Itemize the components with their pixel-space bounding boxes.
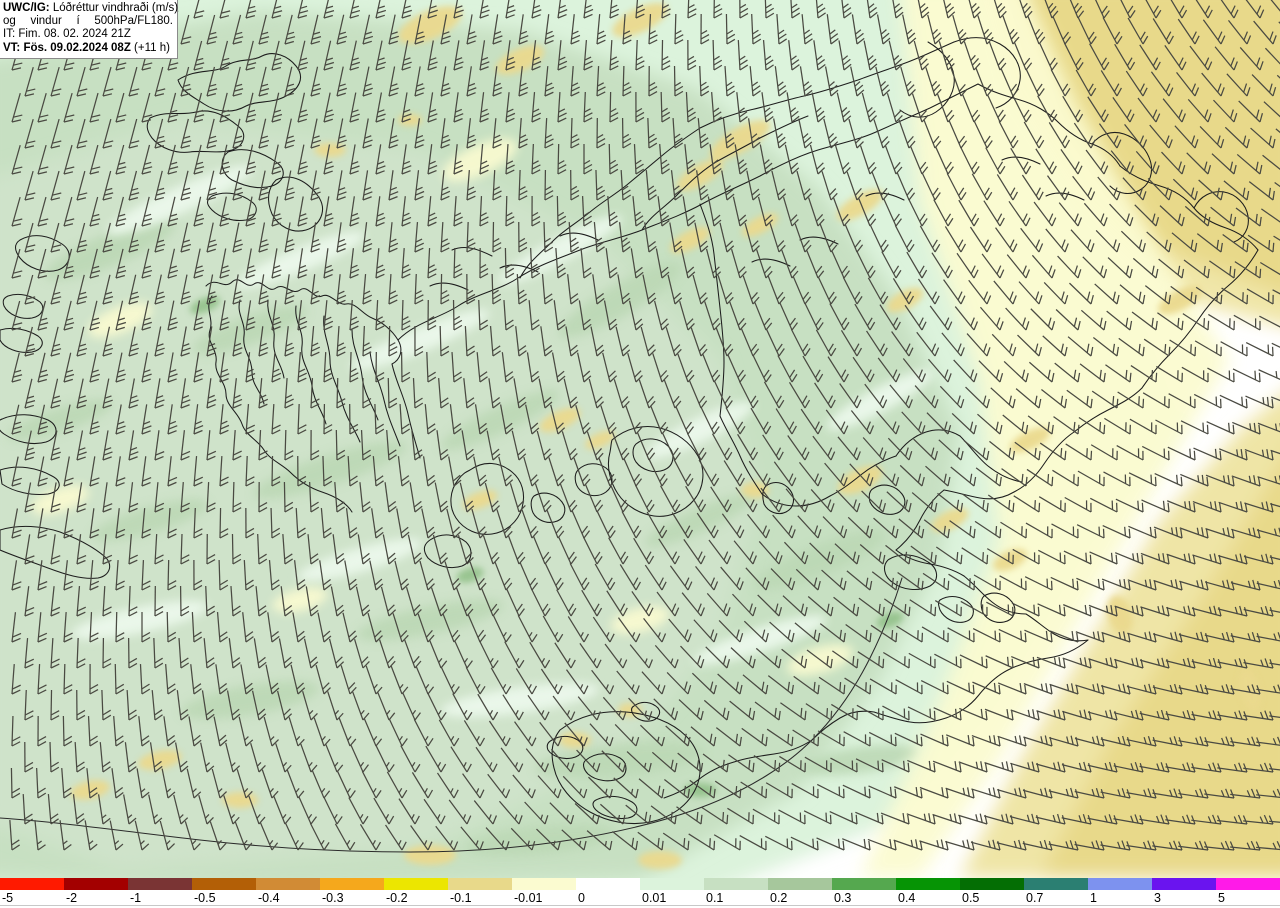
legend-line-valid: VT: Fös. 09.02.2024 08Z (+11 h)	[3, 42, 174, 55]
colorbar-band	[960, 878, 1024, 890]
colorbar-tick: 0.1	[706, 891, 724, 905]
legend-line-level: og vindur í 500hPa/FL180.	[3, 15, 173, 28]
colorbar-band	[384, 878, 448, 890]
colorbar-band	[512, 878, 576, 890]
colorbar-band	[832, 878, 896, 890]
legend-info-box: UWC/IG: Lóðréttur vindhraði (m/s) og vin…	[0, 0, 178, 59]
colorbar-band	[0, 878, 64, 890]
legend-line-variable: UWC/IG: Lóðréttur vindhraði (m/s)	[3, 2, 178, 15]
colorbar-tick: 0.7	[1026, 891, 1044, 905]
colorbar-tick: 0.5	[962, 891, 980, 905]
colorbar-tick: -0.4	[258, 891, 280, 905]
colorbar-tick: -0.01	[514, 891, 543, 905]
colorbar-tick: 0.3	[834, 891, 852, 905]
map-canvas[interactable]: UWC/IG: Lóðréttur vindhraði (m/s) og vin…	[0, 0, 1280, 878]
colorbar-tick: -0.2	[386, 891, 408, 905]
colorbar-band	[1024, 878, 1088, 890]
colorbar-band	[128, 878, 192, 890]
colorbar-band	[448, 878, 512, 890]
legend-variable-label: Lóðréttur vindhraði (m/s)	[49, 2, 179, 14]
legend-lead-time: (+11 h)	[130, 41, 170, 54]
colorbar-band	[1152, 878, 1216, 890]
colorbar-tick: -0.5	[194, 891, 216, 905]
colorbar-tick: 0.4	[898, 891, 916, 905]
coastlines	[0, 37, 1259, 853]
colorbar-band	[192, 878, 256, 890]
legend-init-time: IT: Fim. 08. 02. 2024 21Z	[3, 28, 131, 41]
colorbar-band	[1088, 878, 1152, 890]
colorbar-strip	[0, 878, 1280, 890]
colorbar[interactable]: -5 -2 -1 -0.5 -0.4 -0.3 -0.2 -0.1 -0.01 0 0.01 0.1 0…	[0, 878, 1280, 908]
colorbar-baseline	[0, 905, 1280, 906]
colorbar-tick-labels: -5 -2 -1 -0.5 -0.4 -0.3 -0.2 -0.1 -0.01 0 0.01 0.1 0…	[0, 890, 1280, 908]
colorbar-band	[576, 878, 640, 890]
legend-level-word-vindur: vindur	[30, 15, 62, 28]
colorbar-band	[1216, 878, 1280, 890]
colorbar-tick: 0.01	[642, 891, 667, 905]
colorbar-band	[64, 878, 128, 890]
colorbar-tick: 1	[1090, 891, 1097, 905]
colorbar-tick: 5	[1218, 891, 1225, 905]
colorbar-band	[320, 878, 384, 890]
legend-level-word-og: og	[3, 15, 16, 28]
colorbar-band	[704, 878, 768, 890]
colorbar-tick: 0	[578, 891, 585, 905]
colorbar-band	[640, 878, 704, 890]
colorbar-tick: 0.2	[770, 891, 788, 905]
map-svg	[0, 0, 1280, 878]
colorbar-band	[896, 878, 960, 890]
colorbar-tick: -2	[66, 891, 78, 905]
legend-source-label: UWC/IG:	[3, 2, 50, 14]
legend-valid-time: VT: Fös. 09.02.2024 08Z	[3, 41, 131, 54]
legend-level-value: 500hPa/FL180.	[94, 15, 173, 28]
colorbar-tick: 3	[1154, 891, 1161, 905]
colorbar-tick: -0.3	[322, 891, 344, 905]
legend-level-word-i: í	[76, 15, 80, 28]
colorbar-tick: -5	[2, 891, 14, 905]
colorbar-band	[768, 878, 832, 890]
colorbar-tick: -1	[130, 891, 142, 905]
colorbar-band	[256, 878, 320, 890]
colorbar-tick: -0.1	[450, 891, 472, 905]
